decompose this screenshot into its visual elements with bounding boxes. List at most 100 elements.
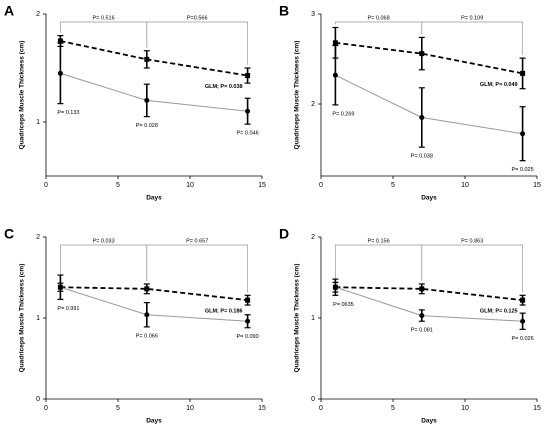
marker: [144, 97, 150, 103]
marker: [245, 73, 251, 79]
comparison-label: P= 0.657: [186, 238, 208, 244]
comparison-label: P= 0.516: [93, 15, 115, 21]
point-p-label: P= 0.081: [411, 328, 433, 334]
point-p-label: P= 0.026: [512, 336, 534, 342]
glm-label: GLM; P= 0.125: [480, 309, 518, 315]
comparison-bracket: [335, 21, 423, 35]
comparison-bracket: [60, 244, 148, 281]
x-tick-label: 10: [461, 405, 469, 412]
point-p-label: P= 0635: [333, 302, 354, 308]
panel: B 2 3 0 5 10 15 Days Quadriceps Muscle Thickness…: [279, 3, 541, 202]
x-tick-label: 10: [461, 182, 469, 189]
x-axis-title: Days: [421, 195, 437, 202]
marker: [57, 70, 63, 76]
comparison-bracket: [146, 21, 248, 65]
marker: [144, 56, 150, 62]
marker: [332, 72, 338, 78]
y-tick-label: 2: [36, 11, 40, 18]
marker: [419, 51, 425, 57]
series-line: [60, 286, 248, 302]
marker: [419, 286, 425, 292]
y-axis-title: Quadriceps Muscle Thickness (cm): [294, 264, 301, 373]
comparison-bracket: [146, 244, 248, 293]
glm-label: GLM; P= 0.038: [205, 84, 243, 90]
marker: [520, 318, 526, 324]
x-tick-label: 0: [319, 405, 323, 412]
panel: A 1 2 0 5 10 15 Days Quadriceps Muscle Thickness…: [4, 3, 266, 202]
panel-label: C: [4, 226, 14, 242]
marker: [144, 286, 150, 292]
x-tick-label: 10: [186, 405, 194, 412]
marker: [245, 297, 251, 303]
y-tick-label: 1: [311, 315, 315, 322]
marker: [419, 313, 425, 319]
marker: [332, 284, 338, 290]
marker: [245, 108, 251, 114]
point-p-label: P= 0.046: [237, 131, 259, 137]
glm-label: GLM; P= 0.186: [205, 309, 243, 315]
panel: C 0 1 2 0 5 10 15 Days Quadriceps Muscle Thicknes…: [4, 226, 266, 425]
y-axis-title: Quadriceps Muscle Thickness (cm): [19, 264, 26, 373]
comparison-label: P=0.566: [187, 15, 208, 21]
marker: [245, 318, 251, 324]
series-line: [335, 286, 523, 302]
marker: [419, 115, 425, 120]
y-tick-label: 2: [36, 234, 40, 241]
y-tick-label: 0: [311, 396, 315, 403]
comparison-bracket: [421, 244, 523, 293]
x-tick-label: 10: [186, 182, 194, 189]
panel-label: A: [4, 3, 14, 19]
x-tick-label: 0: [319, 182, 323, 189]
marker: [520, 70, 526, 76]
x-tick-label: 0: [44, 405, 48, 412]
x-tick-label: 5: [391, 405, 395, 412]
x-tick-label: 5: [116, 182, 120, 189]
glm-label: GLM; P= 0.049: [480, 82, 518, 88]
comparison-label: P= 0.863: [461, 238, 483, 244]
point-p-label: P= 0.028: [136, 123, 158, 129]
point-p-label: P= 0.038: [411, 154, 433, 160]
marker: [520, 297, 526, 303]
x-axis-title: Days: [146, 418, 162, 425]
y-tick-label: 1: [36, 119, 40, 126]
x-tick-label: 15: [258, 405, 266, 412]
y-tick-label: 2: [311, 234, 315, 241]
comparison-label: P= 0.033: [93, 238, 115, 244]
comparison-bracket: [335, 244, 423, 281]
series-line: [60, 286, 248, 322]
point-p-label: P= 0.090: [237, 334, 259, 340]
comparison-label: P= 0.156: [368, 238, 390, 244]
comparison-bracket: [60, 21, 148, 48]
y-axis-title: Quadriceps Muscle Thickness (cm): [19, 41, 26, 150]
panel: D 0 1 2 0 5 10 15 Days Quadriceps Muscle Thicknes…: [279, 226, 541, 425]
comparison-bracket: [421, 21, 523, 56]
marker: [332, 40, 338, 46]
x-tick-label: 5: [391, 182, 395, 189]
point-p-label: P= 0.133: [57, 110, 79, 116]
x-axis-title: Days: [421, 418, 437, 425]
point-p-label: P= 0.991: [57, 306, 79, 312]
marker: [57, 38, 63, 44]
x-axis-title: Days: [146, 195, 162, 202]
panel-label: D: [279, 226, 289, 242]
series-line: [335, 286, 523, 322]
x-tick-label: 15: [533, 182, 541, 189]
marker: [57, 284, 63, 290]
series-line: [60, 72, 248, 112]
marker: [144, 312, 150, 318]
point-p-label: P= 0.025: [512, 167, 534, 173]
y-tick-label: 0: [36, 396, 40, 403]
series-line: [335, 41, 523, 75]
series-line: [60, 40, 248, 77]
comparison-label: P= 0.109: [461, 15, 483, 21]
marker: [520, 131, 526, 137]
comparison-label: P= 0.068: [368, 15, 390, 21]
panel-label: B: [279, 3, 289, 19]
y-tick-label: 3: [311, 11, 315, 18]
point-p-label: P= 0.269: [332, 111, 354, 117]
x-tick-label: 0: [44, 182, 48, 189]
x-tick-label: 5: [116, 405, 120, 412]
y-tick-label: 1: [36, 315, 40, 322]
y-tick-label: 2: [311, 101, 315, 108]
